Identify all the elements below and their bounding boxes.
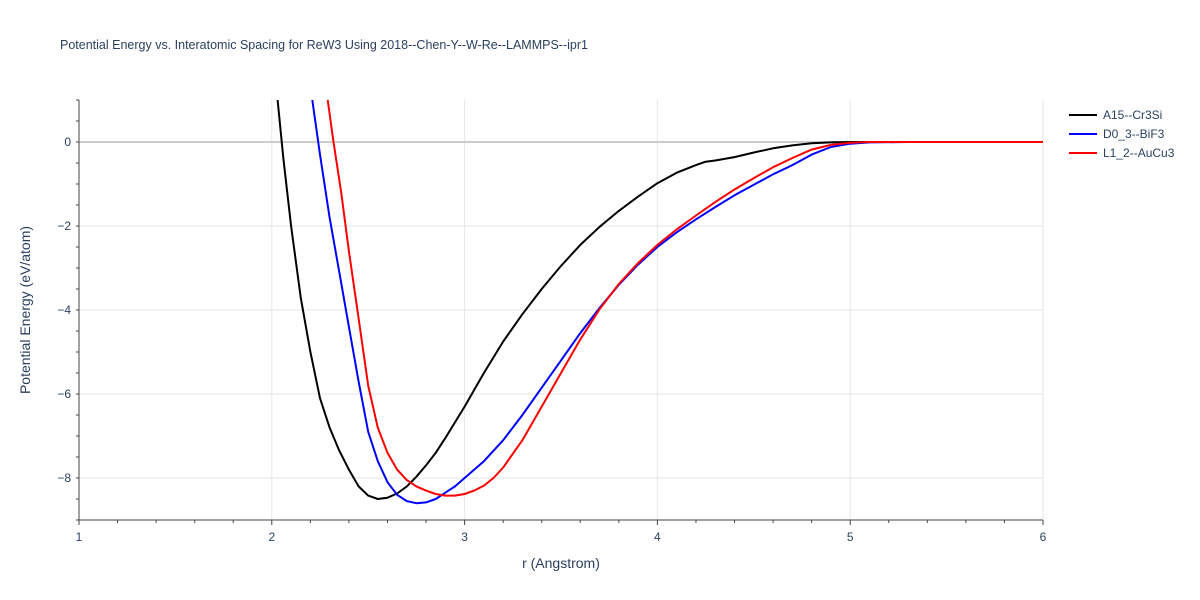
series-line-l1-2-aucu3	[326, 100, 1043, 497]
y-tick-labels: 0 −2 −4 −6 −8	[57, 135, 71, 485]
y-tick-label: −8	[57, 471, 71, 485]
x-tick-label: 5	[847, 530, 854, 544]
y-axis-title: Potential Energy (eV/atom)	[17, 226, 33, 394]
y-tick-label: −4	[57, 303, 71, 317]
x-tick-label: 4	[654, 530, 661, 544]
legend-label-a15-cr3si: A15--Cr3Si	[1103, 108, 1162, 122]
legend-label-d0-3-bif3: D0_3--BiF3	[1103, 127, 1165, 141]
x-tick-label: 6	[1040, 530, 1047, 544]
x-tick-label: 2	[268, 530, 275, 544]
grid-lines	[79, 100, 1044, 520]
series-lines	[276, 100, 1043, 505]
y-tick-label: −6	[57, 387, 71, 401]
y-tick-label: 0	[64, 135, 71, 149]
x-axis-title: r (Angstrom)	[522, 555, 600, 571]
chart-title: Potential Energy vs. Interatomic Spacing…	[60, 38, 588, 52]
x-tick-label: 3	[461, 530, 468, 544]
x-tick-label: 1	[76, 530, 83, 544]
x-tick-labels: 1 2 3 4 5 6	[76, 530, 1047, 544]
series-line-a15-cr3si	[276, 100, 1043, 500]
legend-label-l1-2-aucu3: L1_2--AuCu3	[1103, 146, 1175, 160]
series-line-d0-3-bif3	[311, 100, 1043, 505]
axes	[76, 99, 1044, 525]
y-tick-label: −2	[57, 219, 71, 233]
legend[interactable]: A15--Cr3Si D0_3--BiF3 L1_2--AuCu3	[1069, 108, 1175, 160]
